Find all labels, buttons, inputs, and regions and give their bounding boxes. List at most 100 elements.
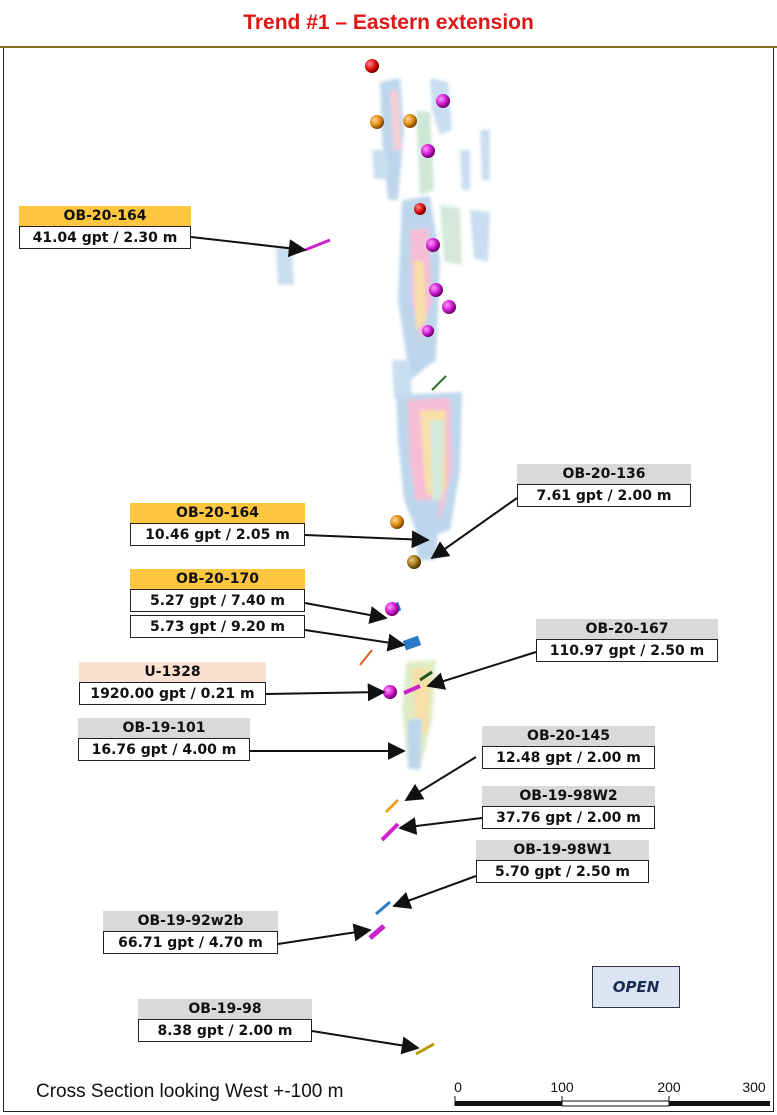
hole-id-label: OB-20-145 bbox=[482, 726, 655, 746]
leader-arrows bbox=[190, 236, 537, 1055]
hole-id-label: OB-19-98 bbox=[138, 999, 312, 1019]
scale-tick-label: 100 bbox=[550, 1079, 574, 1095]
grade-interval-value: 5.70 gpt / 2.50 m bbox=[476, 860, 649, 883]
drill-trace bbox=[380, 822, 400, 842]
grade-interval-value: 110.97 gpt / 2.50 m bbox=[536, 639, 718, 662]
drill-trace bbox=[368, 924, 386, 940]
drill-trace bbox=[415, 1042, 435, 1056]
hole-id-label: U-1328 bbox=[79, 662, 266, 682]
block-cloud bbox=[392, 360, 412, 400]
sphere bbox=[414, 203, 426, 215]
callout-u-1328: U-1328 1920.00 gpt / 0.21 m bbox=[79, 662, 266, 705]
drill-trace bbox=[375, 900, 391, 916]
scale-bar bbox=[454, 1096, 770, 1107]
sphere bbox=[422, 325, 434, 337]
leader-arrow bbox=[265, 683, 386, 702]
callout-ob-20-164-upper: OB-20-164 41.04 gpt / 2.30 m bbox=[19, 206, 191, 249]
drill-trace bbox=[431, 375, 447, 391]
hole-id-label: OB-19-101 bbox=[78, 718, 250, 738]
callout-ob-20-170: OB-20-170 5.27 gpt / 7.40 m 5.73 gpt / 9… bbox=[130, 569, 305, 638]
block-cloud bbox=[430, 420, 444, 500]
grade-interval-value: 5.27 gpt / 7.40 m bbox=[130, 589, 305, 612]
sphere bbox=[436, 94, 450, 108]
block-cloud bbox=[412, 500, 440, 560]
callout-ob-19-98w2: OB-19-98W2 37.76 gpt / 2.00 m bbox=[482, 786, 655, 829]
block-cloud bbox=[460, 150, 470, 190]
hole-id-label: OB-20-164 bbox=[19, 206, 191, 226]
grade-interval-value: 66.71 gpt / 4.70 m bbox=[103, 931, 278, 954]
figure-title: Trend #1 – Eastern extension bbox=[243, 11, 534, 34]
hole-id-label: OB-20-167 bbox=[536, 619, 718, 639]
block-marker bbox=[402, 635, 422, 651]
block-cloud bbox=[372, 150, 388, 180]
open-label-box: OPEN bbox=[592, 966, 680, 1008]
leader-arrow bbox=[190, 236, 307, 258]
scale-tick-label: 0 bbox=[454, 1079, 462, 1095]
grade-interval-value: 5.73 gpt / 9.20 m bbox=[130, 615, 305, 638]
leader-arrow bbox=[398, 817, 483, 835]
figure-frame bbox=[3, 48, 774, 1112]
block-cloud bbox=[480, 130, 490, 180]
block-cloud bbox=[276, 246, 294, 285]
hole-id-label: OB-19-98W2 bbox=[482, 786, 655, 806]
leader-arrow bbox=[277, 923, 372, 945]
leader-arrow bbox=[430, 497, 518, 560]
drill-trace bbox=[403, 684, 421, 695]
grade-interval-value: 12.48 gpt / 2.00 m bbox=[482, 746, 655, 769]
sphere bbox=[383, 685, 397, 699]
hole-id-label: OB-19-92w2b bbox=[103, 911, 278, 931]
callout-ob-20-136: OB-20-136 7.61 gpt / 2.00 m bbox=[517, 464, 691, 507]
leader-arrow bbox=[404, 756, 477, 801]
sphere bbox=[390, 515, 404, 529]
block-cloud bbox=[470, 210, 490, 262]
intercept-spheres bbox=[365, 59, 456, 699]
callout-ob-20-164-lower: OB-20-164 10.46 gpt / 2.05 m bbox=[130, 503, 305, 546]
callout-ob-19-98: OB-19-98 8.38 gpt / 2.00 m bbox=[138, 999, 312, 1042]
sphere bbox=[403, 114, 417, 128]
scale-segment bbox=[561, 1100, 670, 1107]
callout-ob-19-92w2b: OB-19-92w2b 66.71 gpt / 4.70 m bbox=[103, 911, 278, 954]
callout-ob-20-167: OB-20-167 110.97 gpt / 2.50 m bbox=[536, 619, 718, 662]
hole-id-label: OB-20-164 bbox=[130, 503, 305, 523]
grade-interval-value: 1920.00 gpt / 0.21 m bbox=[79, 682, 266, 705]
scale-tick-label: 200 bbox=[657, 1079, 681, 1095]
grade-interval-value: 16.76 gpt / 4.00 m bbox=[78, 738, 250, 761]
grade-interval-value: 10.46 gpt / 2.05 m bbox=[130, 523, 305, 546]
drill-trace bbox=[359, 649, 373, 666]
sphere bbox=[365, 59, 379, 73]
callout-ob-20-145: OB-20-145 12.48 gpt / 2.00 m bbox=[482, 726, 655, 769]
sphere bbox=[426, 238, 440, 252]
grade-interval-value: 37.76 gpt / 2.00 m bbox=[482, 806, 655, 829]
scale-tick-label: 300 bbox=[742, 1079, 766, 1095]
grade-interval-value: 8.38 gpt / 2.00 m bbox=[138, 1019, 312, 1042]
leader-arrow bbox=[392, 875, 477, 909]
title-bar: Trend #1 – Eastern extension bbox=[0, 0, 777, 48]
hole-id-label: OB-20-136 bbox=[517, 464, 691, 484]
scale-segment bbox=[455, 1101, 562, 1106]
leader-arrow bbox=[304, 602, 388, 624]
sphere bbox=[370, 115, 384, 129]
drill-trace bbox=[384, 798, 400, 814]
leader-arrow bbox=[311, 1030, 420, 1055]
block-cloud bbox=[408, 718, 422, 770]
block-cloud bbox=[390, 90, 402, 150]
callout-ob-19-98w1: OB-19-98W1 5.70 gpt / 2.50 m bbox=[476, 840, 649, 883]
leader-arrow bbox=[304, 629, 406, 652]
sphere bbox=[421, 144, 435, 158]
block-cloud bbox=[414, 260, 426, 330]
section-caption: Cross Section looking West +-100 m bbox=[36, 1081, 344, 1102]
scale-segment bbox=[669, 1101, 770, 1106]
grade-interval-value: 41.04 gpt / 2.30 m bbox=[19, 226, 191, 249]
leader-arrow bbox=[426, 651, 537, 690]
hole-id-label: OB-19-98W1 bbox=[476, 840, 649, 860]
block-cloud bbox=[440, 205, 462, 265]
grade-interval-value: 7.61 gpt / 2.00 m bbox=[517, 484, 691, 507]
open-label: OPEN bbox=[612, 978, 660, 996]
hole-id-label: OB-20-170 bbox=[130, 569, 305, 589]
sphere bbox=[407, 555, 421, 569]
leader-arrow bbox=[304, 530, 430, 549]
ore-body-clouds bbox=[276, 78, 490, 770]
drill-trace bbox=[304, 238, 331, 252]
